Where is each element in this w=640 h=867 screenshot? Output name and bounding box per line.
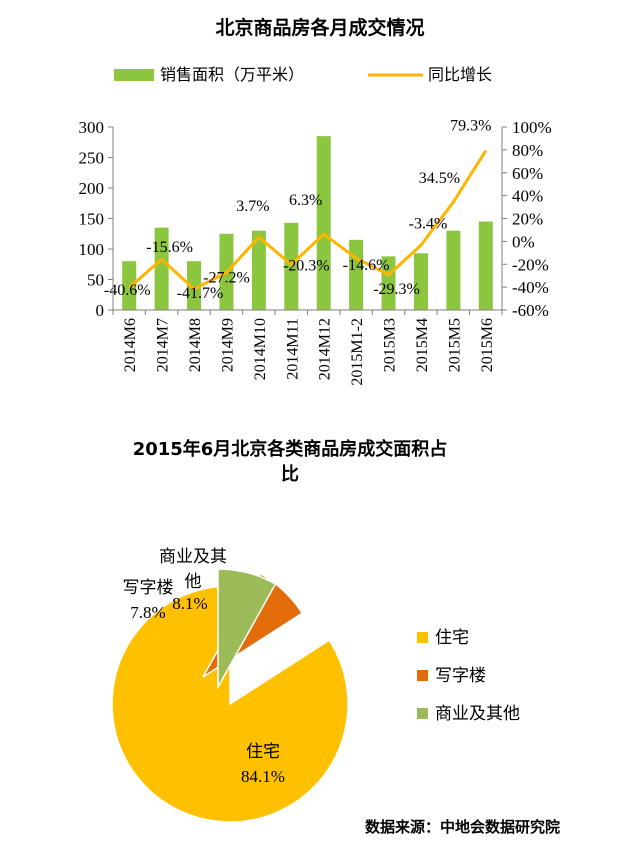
bar	[413, 253, 428, 310]
legend-swatch	[417, 708, 428, 719]
bar	[284, 222, 299, 310]
right-tick-label: 20%	[512, 210, 543, 229]
growth-data-label: -15.6%	[146, 239, 193, 256]
growth-data-label: -41.7%	[177, 285, 224, 302]
right-tick-label: 40%	[512, 187, 543, 206]
x-tick-label: 2014M11	[284, 318, 301, 380]
bar-series	[122, 136, 493, 310]
growth-data-label: 3.7%	[236, 198, 269, 215]
combo-chart-title: 北京商品房各月成交情况	[215, 16, 424, 39]
pie-chart-title-line-2: 比	[281, 464, 299, 485]
pie-slice	[217, 568, 277, 690]
right-tick-label: -40%	[512, 278, 549, 297]
bar	[122, 261, 137, 310]
growth-data-label: -29.3%	[373, 281, 420, 298]
left-tick-label: 0	[96, 301, 105, 320]
slice-name-label: 住宅	[246, 742, 280, 762]
right-tick-label: -20%	[512, 255, 549, 274]
combo-chart: 北京商品房各月成交情况 销售面积（万平米） 同比增长 -40.6%-15.6%-…	[79, 16, 552, 386]
left-tick-label: 50	[87, 271, 104, 290]
growth-data-label: -3.4%	[409, 215, 448, 232]
right-tick-label: 100%	[512, 118, 552, 137]
bar	[251, 230, 266, 310]
growth-data-label: -40.6%	[104, 282, 151, 299]
x-tick-label: 2015M6	[479, 318, 496, 372]
growth-data-label: 6.3%	[289, 192, 322, 209]
x-tick-label: 2014M9	[219, 318, 236, 372]
left-tick-label: 150	[79, 210, 105, 229]
x-tick-label: 2014M7	[155, 318, 172, 372]
pie-slices	[111, 568, 349, 823]
bar	[349, 239, 364, 310]
pie-chart: 2015年6月北京各类商品房成交面积占 比 住宅 84.1% 写字楼 7.8% 商业及其…	[111, 438, 520, 823]
x-tick-label: 2015M4	[414, 318, 431, 372]
axes: 0 50 100 150 200 250 300 -60% -40% -20% 0% 20% 40% 60…	[79, 118, 552, 386]
growth-line	[128, 149, 488, 291]
growth-data-label: -14.6%	[343, 257, 390, 274]
bar	[446, 230, 461, 310]
source-note: 数据来源：中地会数据研究院	[365, 818, 560, 836]
slice-name-label: 他	[185, 572, 202, 592]
slice-value-label: 8.1%	[172, 594, 207, 613]
slice-name-label: 写字楼	[123, 578, 174, 598]
x-tick-label: 2015M1-2	[349, 318, 366, 386]
legend-swatch	[417, 632, 428, 643]
slice-name-label: 商业及其	[159, 547, 227, 567]
bar	[478, 221, 493, 310]
legend-label: 写字楼	[435, 666, 486, 686]
right-tick-label: -60%	[512, 301, 549, 320]
x-tick-label: 2015M5	[446, 318, 463, 372]
slice-value-label: 84.1%	[241, 767, 285, 786]
pie-labels: 住宅 84.1% 写字楼 7.8% 商业及其他 8.1%	[123, 547, 285, 786]
right-tick-label: 80%	[512, 141, 543, 160]
growth-data-label: 79.3%	[450, 118, 491, 135]
combo-chart-legend: 销售面积（万平米） 同比增长	[114, 65, 492, 84]
bar	[316, 136, 331, 310]
line-series: -40.6% -15.6% -41.7%-27.2% 3.7% -20.3% 6.3% -1…	[104, 118, 492, 302]
growth-data-label: -27.2%	[203, 269, 250, 286]
growth-data-label: 34.5%	[419, 170, 460, 187]
pie-slice	[111, 585, 349, 823]
legend-label: 商业及其他	[435, 704, 520, 724]
x-tick-label: 2014M6	[122, 318, 139, 372]
legend-swatch	[417, 670, 428, 681]
right-tick-label: 60%	[512, 164, 543, 183]
left-tick-label: 250	[79, 149, 105, 168]
right-tick-label: 0%	[512, 232, 535, 251]
x-tick-label: 2014M10	[252, 318, 269, 380]
left-tick-label: 200	[79, 179, 105, 198]
pie-chart-title-line-1: 2015年6月北京各类商品房成交面积占	[133, 438, 448, 460]
left-tick-label: 300	[79, 118, 105, 137]
legend-bar-swatch	[114, 69, 154, 81]
slice-value-label: 7.8%	[130, 603, 165, 622]
bar	[187, 261, 202, 310]
growth-data-label: -20.3%	[283, 258, 330, 275]
x-tick-label: 2014M8	[187, 318, 204, 372]
x-tick-label: 2015M3	[382, 318, 399, 372]
legend-label: 住宅	[435, 628, 469, 648]
left-tick-label: 100	[79, 240, 105, 259]
bar	[154, 227, 169, 310]
x-tick-label: 2014M12	[317, 318, 334, 380]
legend-line-label: 同比增长	[428, 65, 492, 84]
legend-bar-label: 销售面积（万平米）	[160, 65, 304, 84]
